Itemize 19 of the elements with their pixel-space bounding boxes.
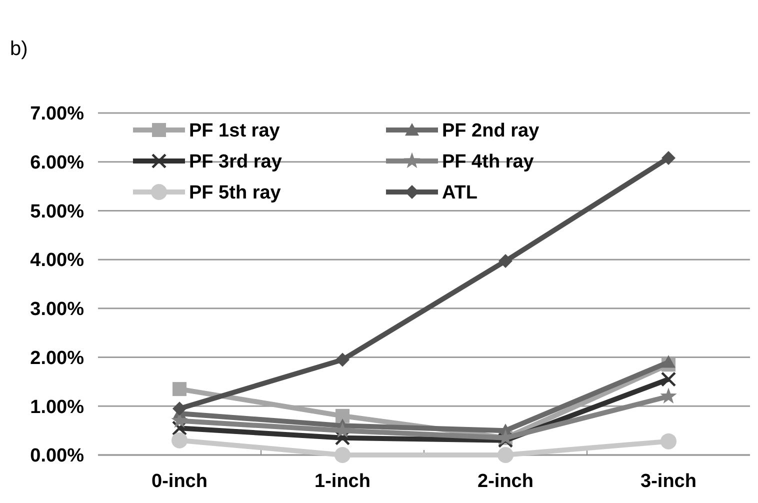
legend-label: PF 1st ray: [189, 120, 280, 142]
legend-label: PF 4th ray: [442, 152, 534, 173]
x-tick-label: 1-inch: [314, 471, 370, 492]
chart-title: b): [10, 38, 28, 60]
y-tick-label: 5.00%: [30, 201, 84, 222]
y-tick-label: 2.00%: [30, 348, 84, 369]
y-tick-label: 1.00%: [30, 396, 84, 418]
legend-label: PF 2nd ray: [442, 120, 540, 142]
legend-label: PF 5th ray: [189, 182, 282, 204]
y-tick-label: 7.00%: [30, 104, 84, 125]
y-tick-label: 0.00%: [30, 446, 84, 467]
y-tick-label: 4.00%: [30, 250, 84, 272]
y-tick-label: 3.00%: [30, 299, 84, 320]
x-tick-label: 3-inch: [640, 471, 696, 492]
legend-label: PF 3rd ray: [189, 152, 282, 173]
x-tick-label: 2-inch: [478, 471, 534, 492]
x-tick-label: 0-inch: [152, 471, 208, 492]
y-tick-label: 6.00%: [30, 152, 84, 174]
legend-label: ATL: [442, 182, 478, 204]
